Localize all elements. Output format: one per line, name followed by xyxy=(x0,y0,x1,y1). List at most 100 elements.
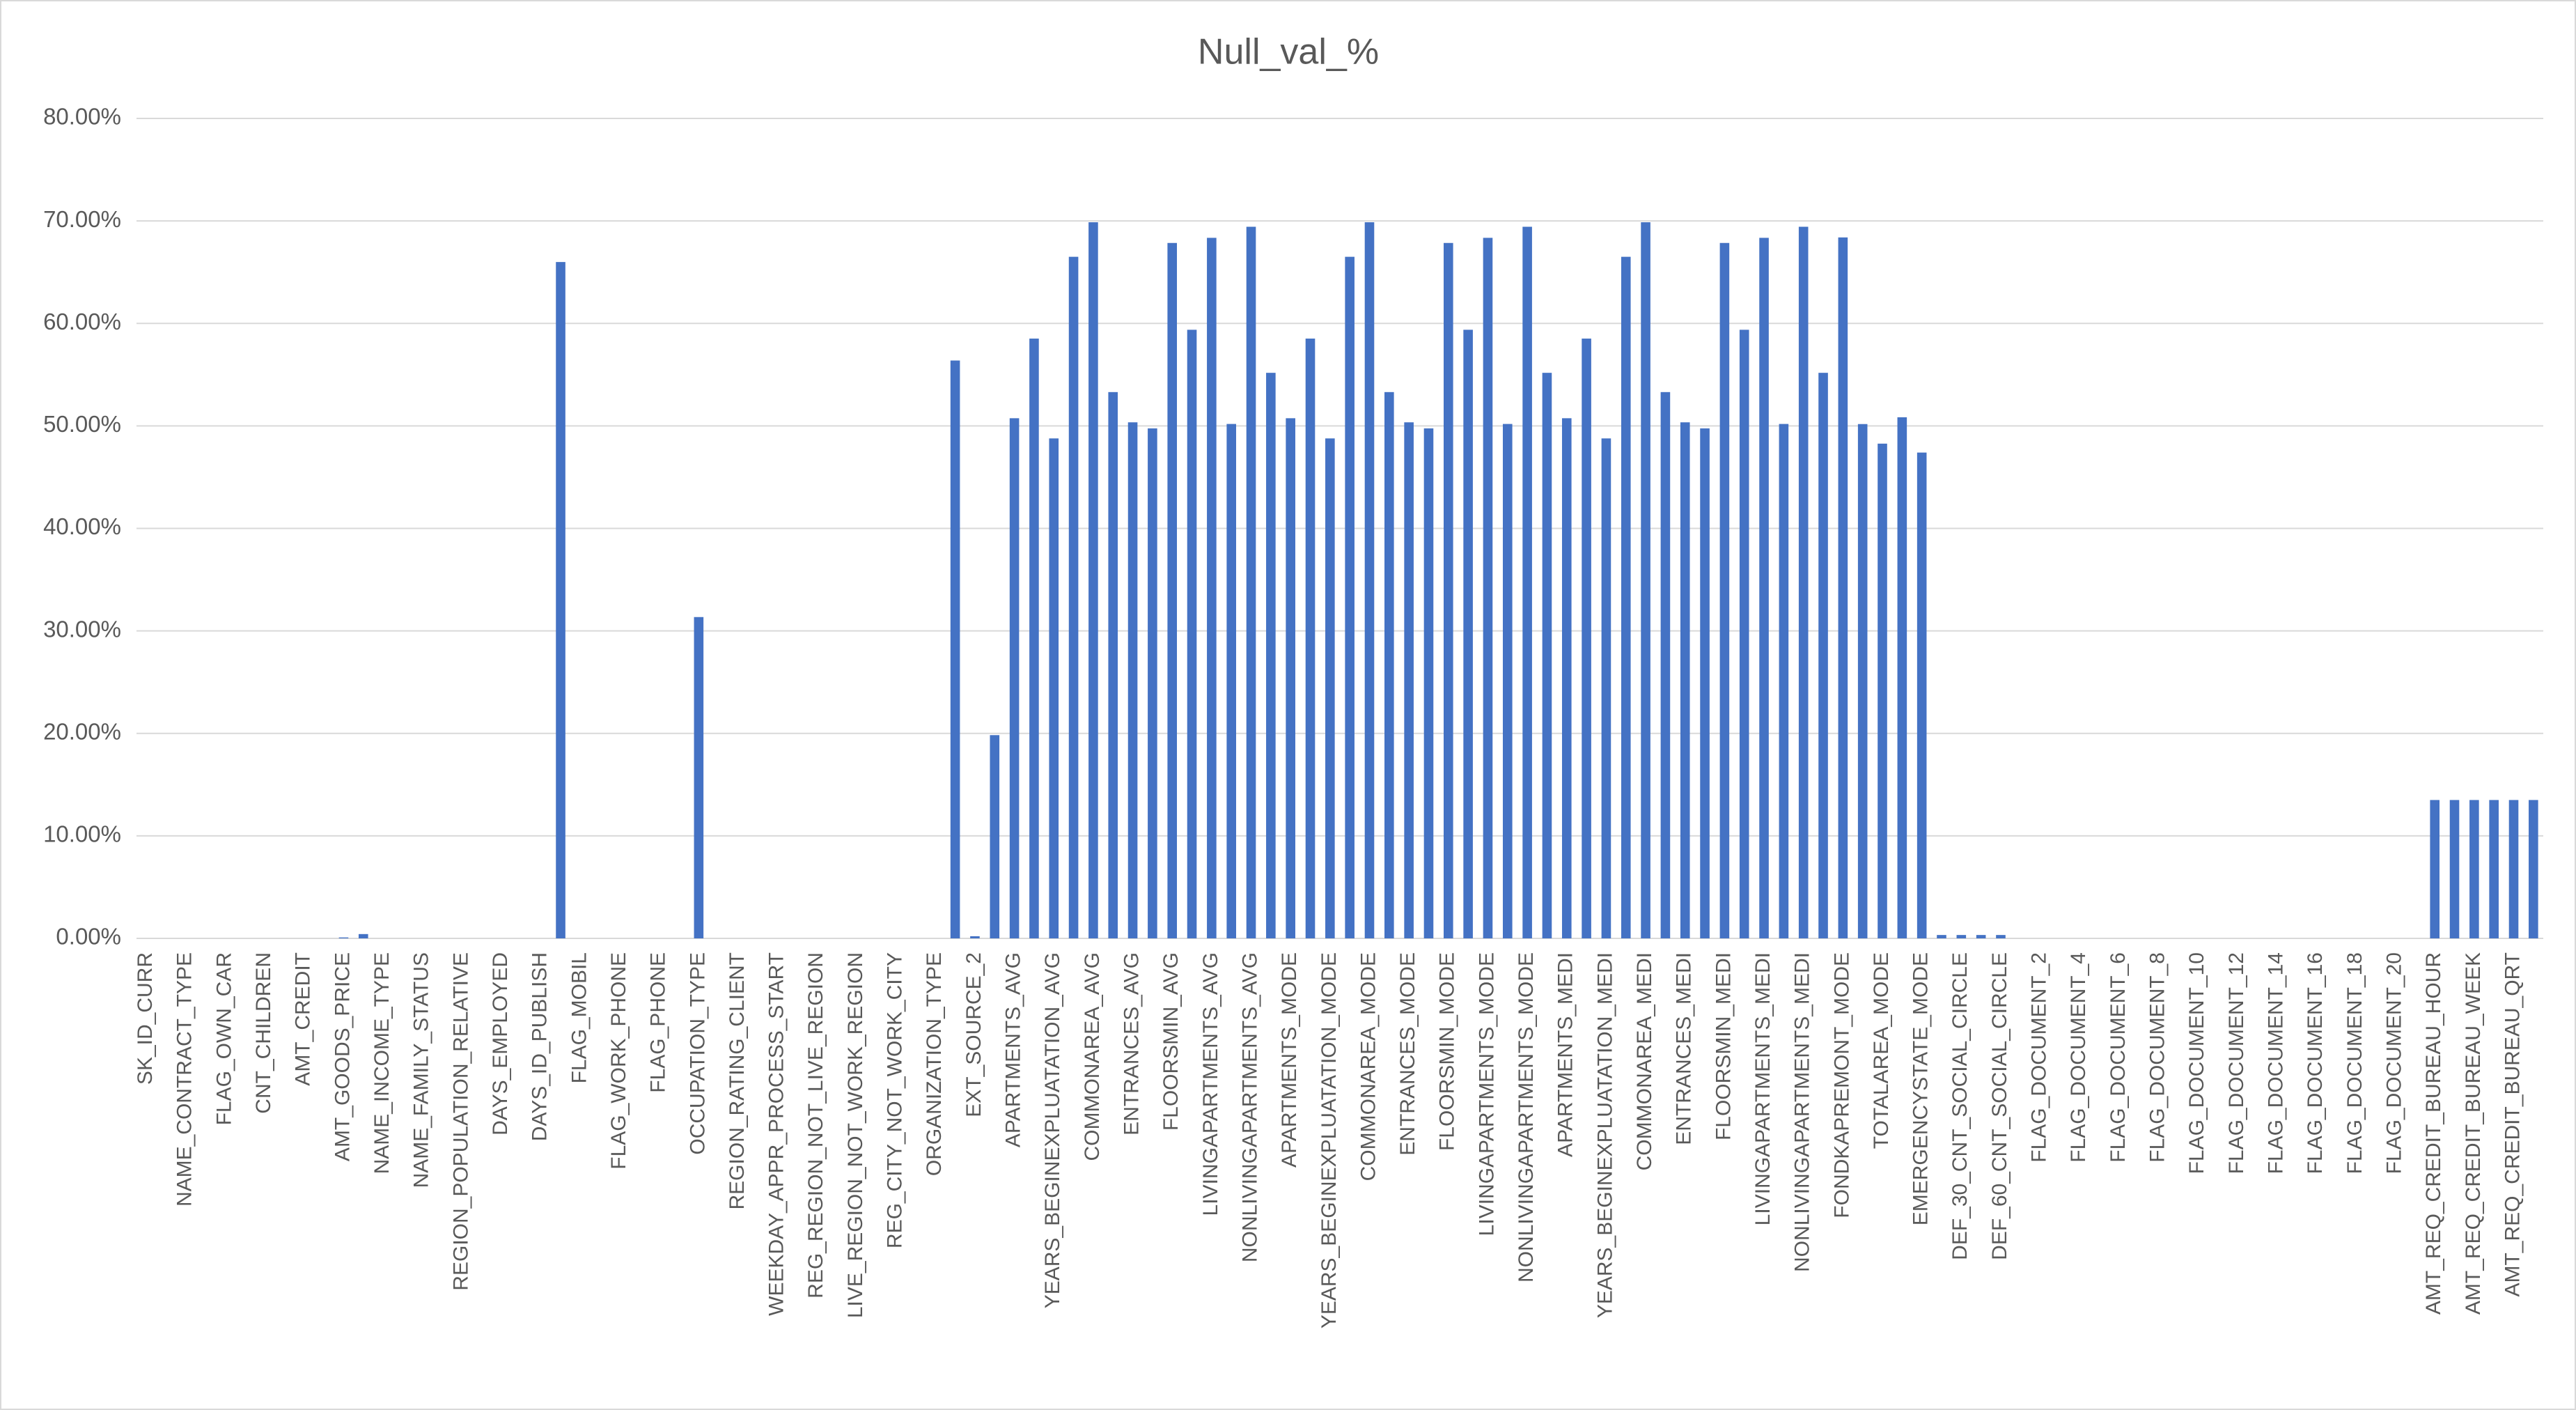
bar xyxy=(1700,428,1710,938)
bar xyxy=(1167,242,1178,939)
y-tick-label: 0.00% xyxy=(56,924,121,950)
bar xyxy=(1049,438,1059,938)
x-tick-label: FLAG_DOCUMENT_20 xyxy=(2382,952,2405,1174)
bar xyxy=(2449,800,2460,938)
x-tick-label: OCCUPATION_TYPE xyxy=(686,952,709,1155)
x-tick-label: REG_CITY_NOT_WORK_CITY xyxy=(884,952,907,1248)
x-tick-label: FLAG_DOCUMENT_14 xyxy=(2264,952,2287,1174)
bar xyxy=(1226,424,1236,938)
bar xyxy=(1423,428,1434,938)
x-tick-label: FLAG_OWN_CAR xyxy=(212,952,235,1125)
bar xyxy=(1996,935,2006,938)
bar xyxy=(970,936,980,938)
x-tick-label: NAME_CONTRACT_TYPE xyxy=(173,952,196,1207)
x-tick-label: FLOORSMIN_MODE xyxy=(1436,952,1459,1151)
x-tick-label: NAME_INCOME_TYPE xyxy=(370,952,393,1174)
bar xyxy=(1719,242,1730,939)
bar xyxy=(950,360,960,938)
bar xyxy=(1502,424,1513,938)
x-tick-label: YEARS_BEGINEXPLUATATION_MODE xyxy=(1318,952,1341,1328)
x-tick-label: YEARS_BEGINEXPLUATATION_MEDI xyxy=(1593,952,1616,1318)
bar xyxy=(1917,452,1927,938)
x-tick-label: FLAG_MOBIL xyxy=(568,952,591,1083)
bar xyxy=(2430,800,2440,938)
x-tick-label: NAME_FAMILY_STATUS xyxy=(410,952,433,1188)
bar xyxy=(1148,428,1157,938)
x-tick-label: REGION_RATING_CLIENT xyxy=(726,952,749,1210)
x-tick-label: FLAG_DOCUMENT_12 xyxy=(2225,952,2248,1174)
x-tick-label: LIVINGAPARTMENTS_AVG xyxy=(1199,952,1222,1216)
bar xyxy=(2469,800,2479,938)
x-tick-label: EMERGENCYSTATE_MODE xyxy=(1910,952,1933,1225)
x-tick-label: NONLIVINGAPARTMENTS_MEDI xyxy=(1791,952,1814,1272)
bar xyxy=(1246,226,1256,939)
bar xyxy=(1325,438,1335,938)
x-tick-label: ORGANIZATION_TYPE xyxy=(923,952,946,1176)
x-tick-label: FLAG_DOCUMENT_2 xyxy=(2028,952,2051,1163)
bar xyxy=(1384,392,1394,938)
x-tick-label: FLAG_DOCUMENT_10 xyxy=(2185,952,2208,1174)
x-tick-label: DEF_30_CNT_SOCIAL_CIRCLE xyxy=(1949,952,1972,1260)
x-tick-label: ENTRANCES_MODE xyxy=(1396,952,1419,1156)
bar xyxy=(1897,417,1907,938)
bar xyxy=(2529,800,2538,938)
x-tick-label: DAYS_ID_PUBLISH xyxy=(529,952,552,1141)
y-tick-label: 40.00% xyxy=(43,513,121,539)
bar xyxy=(2489,800,2499,938)
bar xyxy=(1345,256,1355,938)
x-tick-label: FLAG_WORK_PHONE xyxy=(607,952,630,1170)
y-tick-label: 10.00% xyxy=(43,821,121,847)
bar xyxy=(1266,373,1276,938)
bar xyxy=(1582,339,1591,938)
bar xyxy=(2508,800,2519,938)
x-tick-label: LIVINGAPARTMENTS_MODE xyxy=(1475,952,1498,1236)
x-tick-label: CNT_CHILDREN xyxy=(252,952,275,1114)
x-tick-label: LIVINGAPARTMENTS_MEDI xyxy=(1751,952,1774,1225)
y-tick-label: 20.00% xyxy=(43,718,121,744)
bar xyxy=(1739,330,1749,938)
bar xyxy=(990,735,1000,938)
y-tick-label: 30.00% xyxy=(43,616,121,642)
x-tick-label: APARTMENTS_AVG xyxy=(1002,952,1025,1147)
y-tick-label: 80.00% xyxy=(43,104,121,130)
x-tick-label: FLAG_DOCUMENT_16 xyxy=(2304,952,2327,1174)
x-tick-label: DEF_60_CNT_SOCIAL_CIRCLE xyxy=(1988,952,2011,1260)
bar xyxy=(1483,238,1493,938)
x-tick-label: COMMONAREA_MODE xyxy=(1357,952,1380,1181)
bar xyxy=(1759,238,1769,938)
bar xyxy=(1838,237,1848,938)
y-tick-label: 70.00% xyxy=(43,206,121,232)
x-tick-label: APARTMENTS_MEDI xyxy=(1554,952,1577,1157)
bar xyxy=(1542,373,1552,938)
x-tick-label: AMT_REQ_CREDIT_BUREAU_HOUR xyxy=(2422,952,2445,1315)
x-tick-label: FLAG_DOCUMENT_18 xyxy=(2343,952,2366,1174)
y-tick-label: 50.00% xyxy=(43,411,121,437)
bar xyxy=(1068,256,1079,938)
x-tick-label: COMMONAREA_AVG xyxy=(1081,952,1104,1161)
x-tick-label: AMT_REQ_CREDIT_BUREAU_WEEK xyxy=(2462,952,2485,1315)
bar xyxy=(1621,256,1631,938)
bar xyxy=(1444,242,1453,939)
x-tick-label: AMT_REQ_CREDIT_BUREAU_QRT xyxy=(2501,952,2524,1297)
x-tick-label: FLOORSMIN_MEDI xyxy=(1712,952,1735,1140)
x-tick-label: FLOORSMIN_AVG xyxy=(1160,952,1182,1131)
x-tick-label: APARTMENTS_MODE xyxy=(1278,952,1301,1168)
bar xyxy=(1601,438,1611,938)
bar xyxy=(1956,935,1967,938)
bar xyxy=(1364,222,1375,939)
bar xyxy=(1029,339,1039,938)
bar xyxy=(1463,330,1473,938)
bar xyxy=(1187,330,1197,938)
bar xyxy=(358,933,368,938)
bar xyxy=(1088,222,1098,939)
bar xyxy=(1127,422,1138,938)
bar xyxy=(1798,226,1809,939)
x-tick-label: YEARS_BEGINEXPLUATATION_AVG xyxy=(1041,952,1064,1308)
x-tick-label: REG_REGION_NOT_LIVE_REGION xyxy=(804,952,827,1299)
x-tick-label: REGION_POPULATION_RELATIVE xyxy=(449,952,472,1291)
x-tick-label: DAYS_EMPLOYED xyxy=(489,952,512,1136)
bar xyxy=(1680,422,1690,938)
bar xyxy=(1779,424,1789,938)
x-tick-label: TOTALAREA_MODE xyxy=(1870,952,1893,1149)
